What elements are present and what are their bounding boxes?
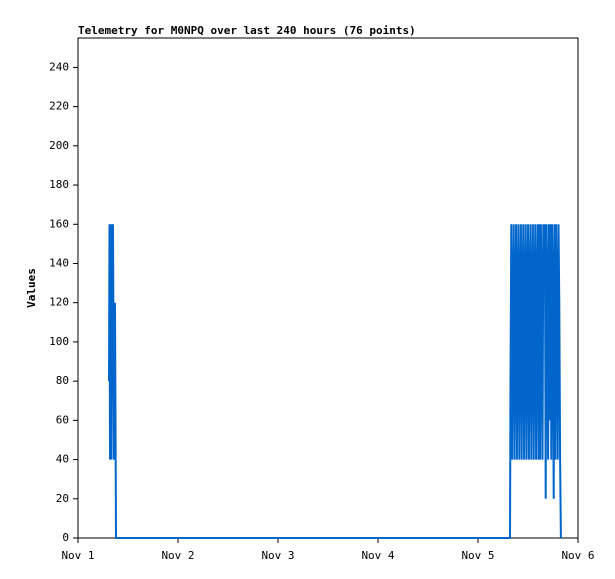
y-tick-label: 0	[62, 531, 69, 544]
y-tick-label: 140	[49, 256, 69, 269]
y-tick-label: 220	[49, 100, 69, 113]
y-tick-label: 240	[49, 60, 69, 73]
y-tick-label: 20	[56, 492, 69, 505]
data-line	[108, 224, 562, 539]
y-tick-label: 60	[56, 413, 69, 426]
chart-title: Telemetry for M0NPQ over last 240 hours …	[78, 24, 416, 37]
y-tick-label: 100	[49, 335, 69, 348]
x-tick-label: Nov 6	[561, 549, 594, 562]
y-tick-label: 180	[49, 178, 69, 191]
x-tick-label: Nov 4	[361, 549, 394, 562]
x-tick-label: Nov 5	[461, 549, 494, 562]
x-tick-label: Nov 1	[61, 549, 94, 562]
x-tick-label: Nov 3	[261, 549, 294, 562]
y-axis-label: Values	[25, 268, 38, 308]
x-tick-label: Nov 2	[161, 549, 194, 562]
y-tick-label: 160	[49, 217, 69, 230]
y-tick-label: 40	[56, 453, 69, 466]
y-tick-label: 120	[49, 296, 69, 309]
y-tick-label: 200	[49, 139, 69, 152]
y-tick-label: 80	[56, 374, 69, 387]
